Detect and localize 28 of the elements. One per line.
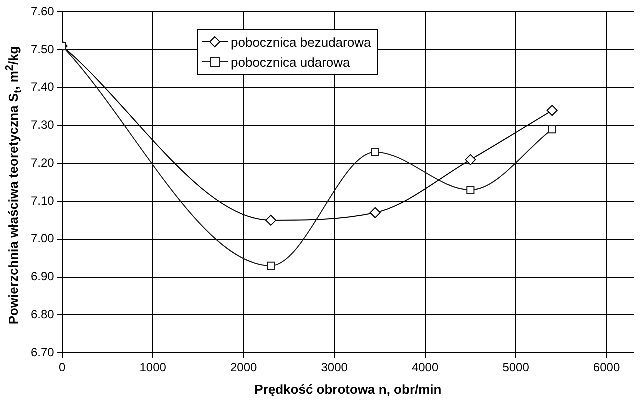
y-tick-label: 7.30 xyxy=(30,118,55,132)
y-tick-label: 7.60 xyxy=(30,4,55,19)
x-tick-label: 0 xyxy=(59,360,66,375)
y-tick-label: 6.70 xyxy=(30,345,55,360)
x-tick-label: 3000 xyxy=(321,360,348,375)
legend-label: pobocznica udarowa xyxy=(231,54,350,70)
point xyxy=(371,148,380,156)
point xyxy=(267,262,276,270)
point xyxy=(546,105,558,116)
x-axis-title: Prędkość obrotowa n, obr/min xyxy=(254,382,442,397)
x-tick-label: 6000 xyxy=(593,360,620,375)
y-tick-label: 6.90 xyxy=(30,270,55,284)
y-tick-label: 7.20 xyxy=(30,156,55,170)
x-tick-label: 2000 xyxy=(230,360,258,375)
x-tick-label: 1000 xyxy=(140,360,167,375)
y-tick-label: 6.80 xyxy=(30,307,55,322)
y-tick-label: 7.50 xyxy=(30,42,55,56)
x-tick-label: 4000 xyxy=(412,360,439,375)
y-tick-label: 7.00 xyxy=(30,232,55,246)
point xyxy=(266,214,277,226)
legend-label: pobocznica bezudarowa xyxy=(231,34,372,50)
point xyxy=(370,207,381,218)
y-tick-label: 7.40 xyxy=(30,80,55,94)
point xyxy=(548,126,556,134)
point xyxy=(466,186,475,194)
x-tick-label: 5000 xyxy=(502,360,530,375)
y-tick-label: 7.10 xyxy=(30,194,55,208)
point xyxy=(465,154,476,166)
